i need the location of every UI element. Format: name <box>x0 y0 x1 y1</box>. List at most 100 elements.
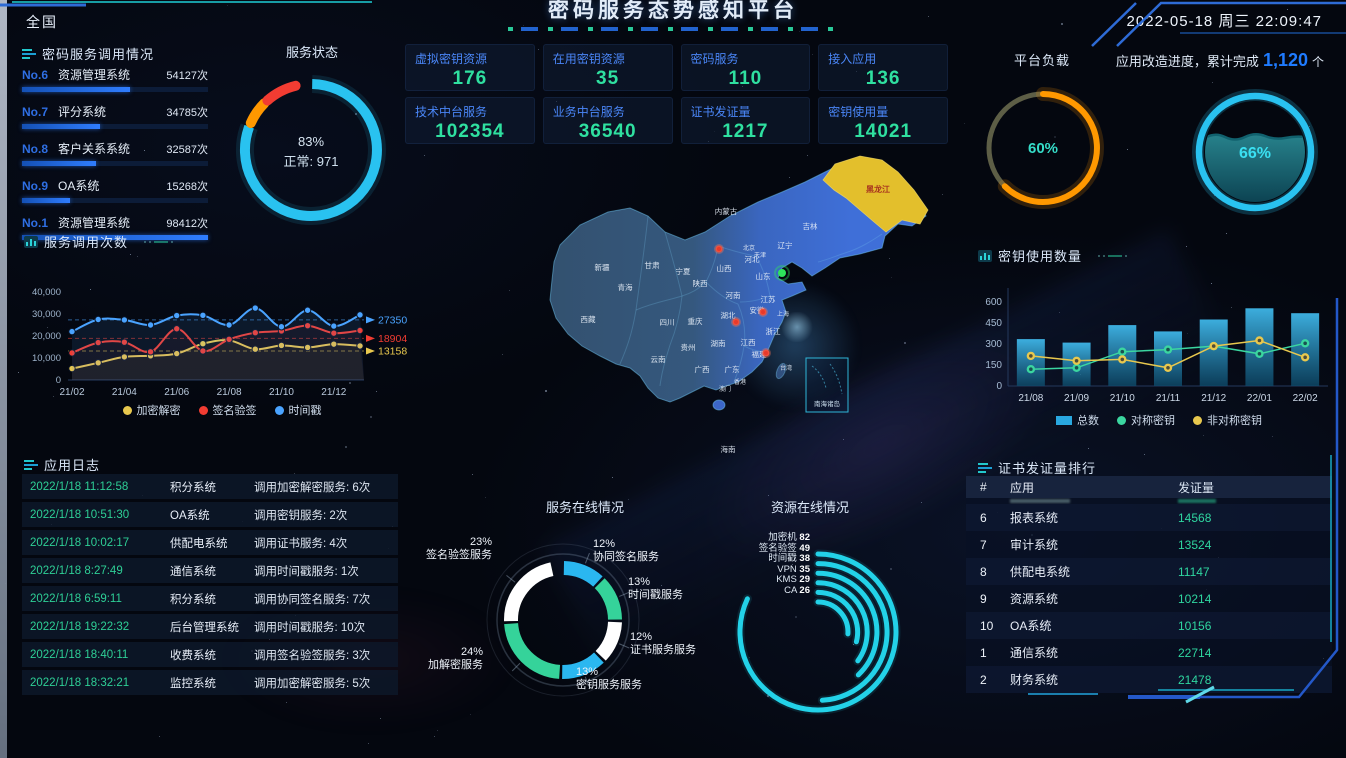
svg-text:18904: 18904 <box>378 333 407 345</box>
svg-text:600: 600 <box>985 297 1002 308</box>
legend-dot <box>274 406 284 415</box>
key-usage-chart: 0 150 300 450 600 21/08 21/09 21/10 21/11 21/12 22… <box>985 288 1328 404</box>
table-row[interactable]: 9 资源系统 10214 <box>966 585 1332 612</box>
stat-card: 虚拟密钥资源 176 <box>405 44 535 91</box>
title-decoration <box>508 27 838 31</box>
resource-online-chart <box>735 549 901 715</box>
svg-text:20,000: 20,000 <box>32 331 61 342</box>
svg-text:正常: 971: 正常: 971 <box>284 154 339 169</box>
region-selector[interactable]: 全国 <box>26 14 58 30</box>
legend-item[interactable]: 时间戳 <box>274 402 322 418</box>
legend-item[interactable]: 签名验签 <box>198 402 257 418</box>
svg-text:10,000: 10,000 <box>32 353 61 364</box>
svg-text:河南: 河南 <box>726 290 741 300</box>
radial-label: KMS 29 <box>776 574 810 585</box>
legend-item[interactable]: 总数 <box>1056 412 1099 428</box>
table-row[interactable]: 2 财务系统 21478 <box>966 666 1332 693</box>
rank-item[interactable]: No.1 资源管理系统 98412次 <box>22 214 208 240</box>
legend-item[interactable]: 非对称密钥 <box>1193 412 1262 428</box>
call-trend-chart: 0 10,000 20,000 30,000 40,000 21/02 21/04 21/06… <box>32 287 407 398</box>
svg-text:30,000: 30,000 <box>32 309 61 320</box>
svg-text:海南: 海南 <box>721 444 736 454</box>
svg-text:宁夏: 宁夏 <box>676 266 691 276</box>
chart-icon <box>24 235 38 248</box>
svg-text:450: 450 <box>985 318 1002 329</box>
legend-dot <box>198 406 208 415</box>
svg-text:21/08: 21/08 <box>217 387 242 398</box>
pie-slice-label: 13% 密钥服务服务 <box>576 666 642 691</box>
log-row: 2022/1/18 8:27:49 通信系统 调用时间戳服务: 1次 <box>22 558 398 583</box>
call-trend-title: 服务调用次数 <box>24 232 174 251</box>
svg-text:吉林: 吉林 <box>803 221 818 231</box>
svg-text:甘肃: 甘肃 <box>645 260 660 270</box>
cert-rank-table: # 应用 发证量 6 报表系统 14568 7 审计系统 13524 8 供配电系统 11147… <box>966 476 1332 693</box>
pie-slice-label: 23% 签名验签服务 <box>426 536 492 561</box>
call-rank-title: 密码服务调用情况 <box>22 44 154 63</box>
svg-text:重庆: 重庆 <box>688 316 703 326</box>
svg-text:云南: 云南 <box>651 354 666 364</box>
pie-slice-label: 12% 协同签名服务 <box>593 538 659 563</box>
svg-text:27350: 27350 <box>378 314 407 326</box>
legend-item[interactable]: 加密解密 <box>122 402 181 418</box>
legend-swatch <box>1193 416 1202 425</box>
legend-item[interactable]: 对称密钥 <box>1117 412 1175 428</box>
renovation-progress: 应用改造进度，累计完成 1,120 个 <box>1116 50 1324 71</box>
svg-text:山东: 山东 <box>756 271 771 281</box>
log-row: 2022/1/18 11:12:58 积分系统 调用加密解密服务: 6次 <box>22 474 398 499</box>
svg-text:四川: 四川 <box>660 318 675 327</box>
svg-text:内蒙古: 内蒙古 <box>715 206 738 216</box>
rank-item[interactable]: No.6 资源管理系统 54127次 <box>22 66 208 92</box>
svg-text:300: 300 <box>985 339 1002 350</box>
cert-rank-title: 证书发证量排行 <box>978 458 1096 477</box>
renovation-prefix: 应用改造进度，累计完成 <box>1115 54 1259 69</box>
list-icon <box>22 48 36 59</box>
pie-slice-label: 13% 时间戳服务 <box>628 576 683 601</box>
stat-card: 接入应用 136 <box>818 44 948 91</box>
call-trend-legend: 加密解密 签名验签 时间戳 <box>22 402 422 418</box>
log-row: 2022/1/18 18:40:11 收费系统 调用签名验签服务: 3次 <box>22 642 398 667</box>
cert-table-header: # 应用 发证量 <box>966 476 1332 498</box>
legend-swatch <box>1117 416 1126 425</box>
log-row: 2022/1/18 6:59:11 积分系统 调用协同签名服务: 7次 <box>22 586 398 611</box>
svg-text:河北: 河北 <box>745 255 760 264</box>
svg-text:21/10: 21/10 <box>269 387 294 398</box>
svg-text:21/10: 21/10 <box>1110 393 1135 404</box>
svg-text:青海: 青海 <box>618 282 633 292</box>
legend-dot <box>122 406 132 415</box>
platform-load-gauge: 60% <box>986 87 1104 209</box>
app-log-list: 2022/1/18 11:12:58 积分系统 调用加密解密服务: 6次 2022/1… <box>22 474 398 698</box>
rank-item[interactable]: No.9 OA系统 15268次 <box>22 177 208 203</box>
table-row[interactable]: 7 审计系统 13524 <box>966 531 1332 558</box>
radial-label: 时间戳 38 <box>768 553 810 564</box>
radial-label: VPN 35 <box>777 563 810 575</box>
stat-card: 密钥使用量 14021 <box>818 97 948 144</box>
renovation-suffix: 个 <box>1311 55 1324 69</box>
svg-text:21/09: 21/09 <box>1064 393 1089 404</box>
svg-text:北京: 北京 <box>743 244 755 252</box>
svg-text:21/08: 21/08 <box>1018 393 1043 404</box>
svg-text:安徽: 安徽 <box>750 305 765 315</box>
svg-text:广西: 广西 <box>695 364 710 374</box>
table-row[interactable]: 10 OA系统 10156 <box>966 612 1332 639</box>
svg-text:83%: 83% <box>298 134 324 149</box>
table-row[interactable]: 8 供配电系统 11147 <box>966 558 1332 585</box>
legend-swatch <box>1056 416 1072 425</box>
rank-item[interactable]: No.8 客户关系系统 32587次 <box>22 140 208 166</box>
svg-text:21/12: 21/12 <box>321 387 346 398</box>
key-usage-title: 密钥使用数量 <box>978 246 1128 265</box>
table-row[interactable]: 6 报表系统 14568 <box>966 504 1332 531</box>
stat-card: 技术中台服务 102354 <box>405 97 535 144</box>
svg-text:40,000: 40,000 <box>32 287 61 298</box>
table-row[interactable]: 1 通信系统 22714 <box>966 639 1332 666</box>
svg-text:黑龙江: 黑龙江 <box>866 184 890 194</box>
service-online-donut <box>486 543 640 697</box>
svg-text:湖南: 湖南 <box>711 338 726 348</box>
rank-item[interactable]: No.7 评分系统 34785次 <box>22 103 208 129</box>
svg-text:山西: 山西 <box>717 263 732 273</box>
window-edge-bar <box>0 0 7 758</box>
radial-label: 签名验签 49 <box>758 542 810 554</box>
service-online-title: 服务在线情况 <box>545 500 624 515</box>
log-row: 2022/1/18 19:22:32 后台管理系统 调用时间戳服务: 10次 <box>22 614 398 639</box>
